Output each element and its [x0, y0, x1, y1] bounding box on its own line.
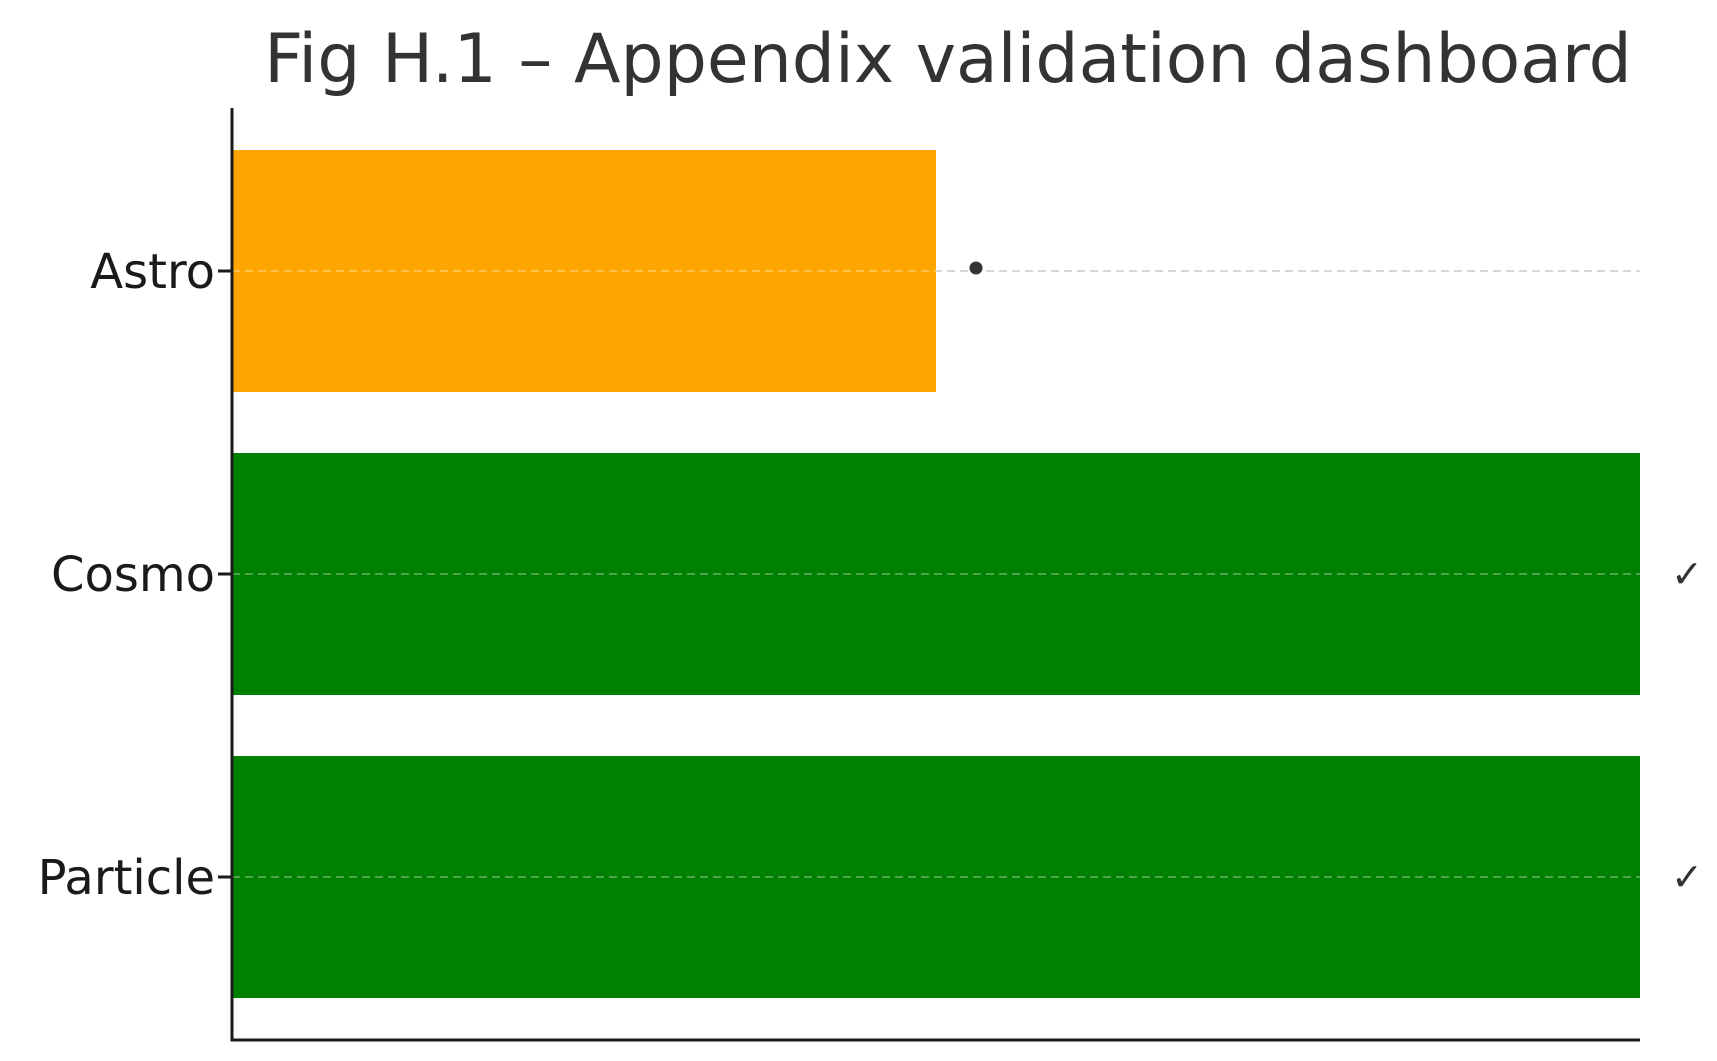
- chart-title: Fig H.1 – Appendix validation dashboard: [264, 20, 1632, 99]
- bar-particle: [232, 756, 1640, 998]
- status-check-cosmo: ✓: [1671, 552, 1703, 596]
- y-tick-label-cosmo: Cosmo: [51, 547, 215, 603]
- y-tick-label-astro: Astro: [90, 244, 215, 300]
- labels-layer: Astro Cosmo Particle: [38, 244, 215, 906]
- y-tick-label-particle: Particle: [38, 850, 215, 906]
- markers-layer: ✓✓: [969, 261, 1703, 899]
- bars-layer: [232, 150, 1640, 998]
- bar-cosmo: [232, 453, 1640, 695]
- bar-astro: [232, 150, 936, 392]
- overlay-grid-layer: [232, 270, 1640, 878]
- status-check-particle: ✓: [1671, 855, 1703, 899]
- status-dot-astro: [969, 261, 983, 275]
- axes-layer: [218, 108, 1640, 1042]
